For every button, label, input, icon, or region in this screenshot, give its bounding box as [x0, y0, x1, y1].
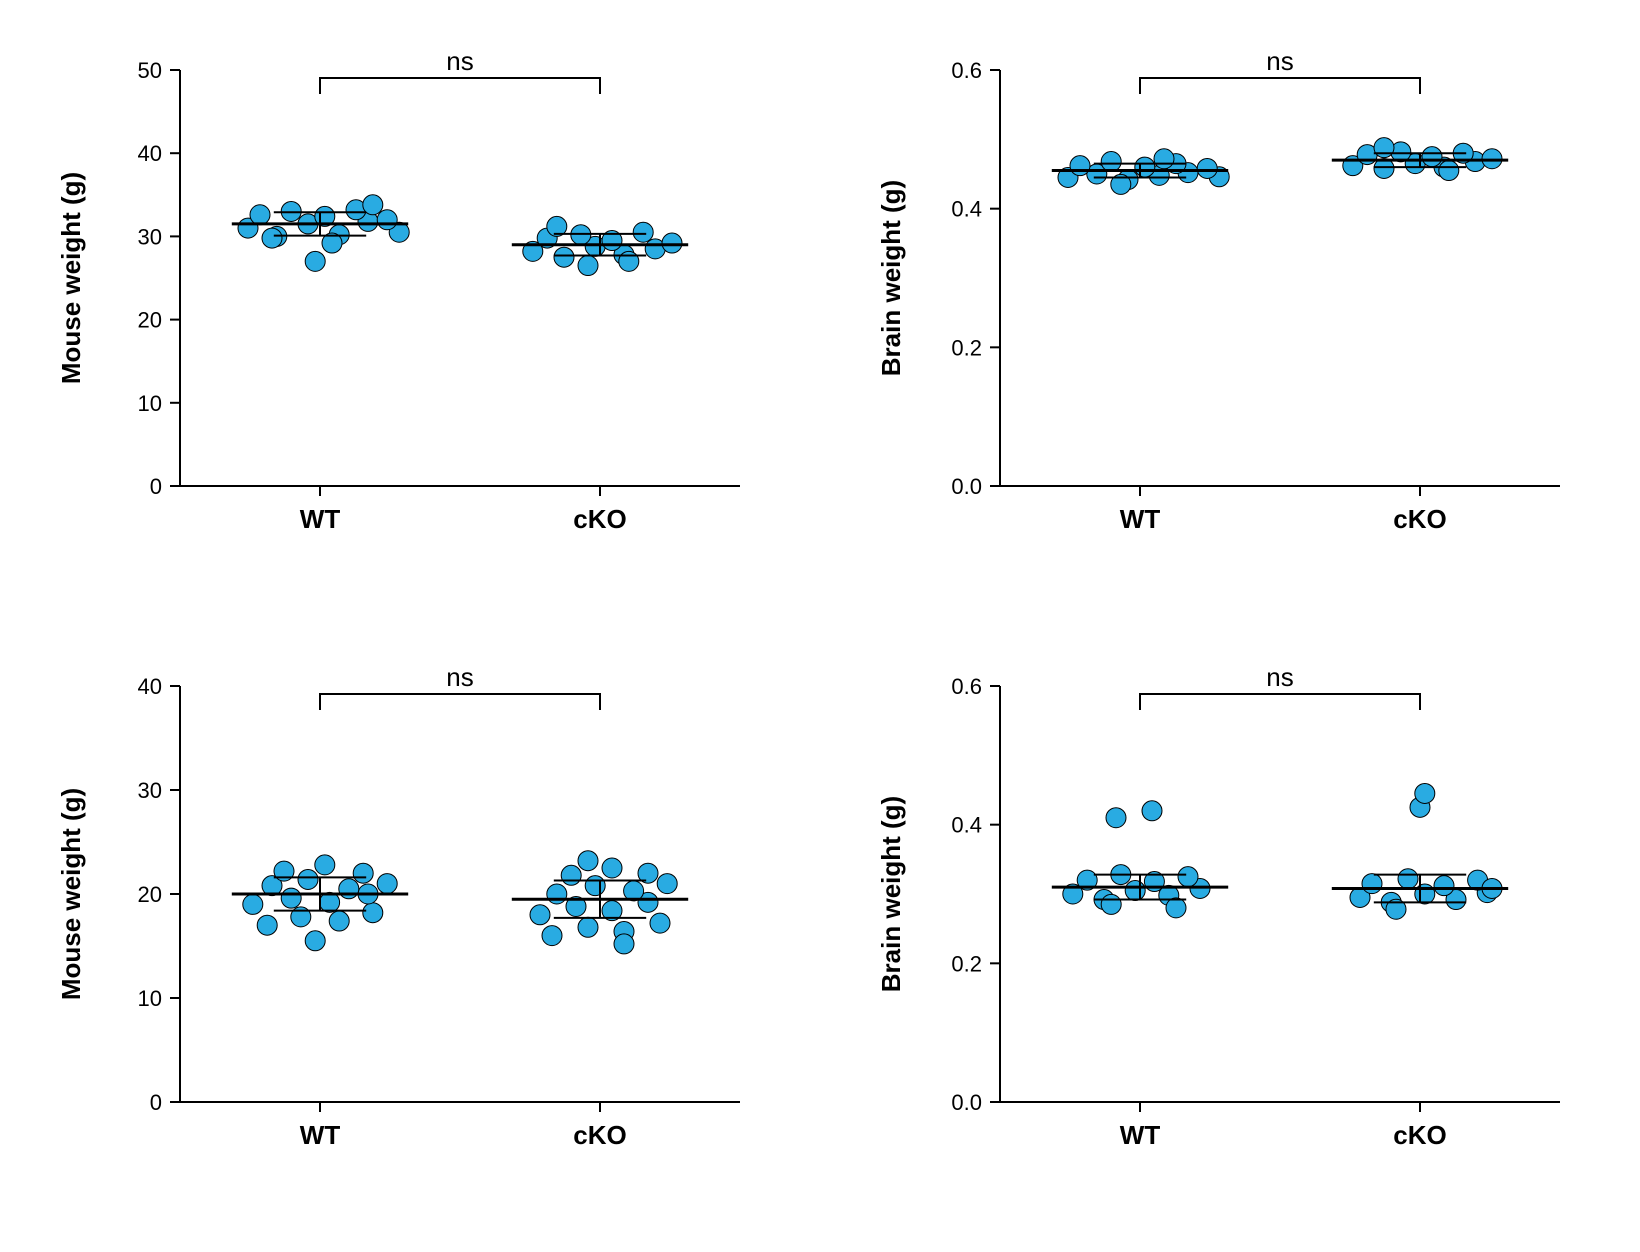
data-point — [1439, 161, 1459, 181]
data-point — [650, 913, 670, 933]
y-tick-label: 10 — [138, 391, 162, 416]
significance-bracket — [320, 78, 600, 94]
axes — [1000, 686, 1560, 1102]
data-point — [1362, 874, 1382, 894]
y-tick-label: 0 — [150, 1090, 162, 1115]
data-point — [1106, 808, 1126, 828]
data-point — [298, 869, 318, 889]
data-point — [257, 915, 277, 935]
data-point — [547, 884, 567, 904]
significance-label: ns — [1266, 46, 1293, 76]
y-tick-label: 0.0 — [951, 474, 982, 499]
y-tick-label: 10 — [138, 986, 162, 1011]
data-point — [363, 903, 383, 923]
significance-bracket — [320, 694, 600, 710]
y-tick-label: 40 — [138, 674, 162, 699]
y-tick-label: 0.4 — [951, 813, 982, 838]
data-point — [1070, 156, 1090, 176]
category-label: cKO — [573, 1120, 626, 1150]
figure-svg: 0 10 20 30 40 50 WT cKO Mouse weight (g) ns 0.0 0.2… — [0, 0, 1640, 1252]
category-label: WT — [300, 1120, 341, 1150]
y-tick-label: 30 — [138, 778, 162, 803]
category-label: WT — [300, 504, 341, 534]
category-label: WT — [1120, 1120, 1161, 1150]
data-point — [1197, 158, 1217, 178]
significance-bracket — [1140, 78, 1420, 94]
data-point — [662, 233, 682, 253]
data-point — [329, 911, 349, 931]
data-point — [585, 876, 605, 896]
panel-B: 0.0 0.2 0.4 0.6 WT cKO Brain weight (g) ns — [876, 46, 1560, 534]
data-point — [1415, 783, 1435, 803]
data-point — [1178, 867, 1198, 887]
data-point — [619, 251, 639, 271]
data-point — [561, 865, 581, 885]
figure-container: 0 10 20 30 40 50 WT cKO Mouse weight (g) ns 0.0 0.2… — [0, 0, 1640, 1252]
data-point — [1142, 801, 1162, 821]
axes — [1000, 70, 1560, 486]
y-tick-label: 0.6 — [951, 58, 982, 83]
y-tick-label: 0.0 — [951, 1090, 982, 1115]
y-tick-label: 0.2 — [951, 335, 982, 360]
panel-C: 0 10 20 30 40 WT cKO Mouse weight (g) ns — [56, 662, 740, 1150]
data-point — [1398, 869, 1418, 889]
data-point — [305, 931, 325, 951]
data-point — [1422, 147, 1442, 167]
category-label: cKO — [573, 504, 626, 534]
y-tick-label: 40 — [138, 141, 162, 166]
data-point — [377, 210, 397, 230]
data-point — [578, 851, 598, 871]
data-point — [657, 874, 677, 894]
data-point — [578, 256, 598, 276]
data-point — [1154, 149, 1174, 169]
significance-label: ns — [446, 662, 473, 692]
y-axis-label: Mouse weight (g) — [56, 172, 86, 384]
significance-label: ns — [446, 46, 473, 76]
panel-A: 0 10 20 30 40 50 WT cKO Mouse weight (g) ns — [56, 46, 740, 534]
category-label: cKO — [1393, 1120, 1446, 1150]
data-point — [1166, 898, 1186, 918]
data-point — [1101, 152, 1121, 172]
data-point — [554, 247, 574, 267]
y-tick-label: 20 — [138, 882, 162, 907]
data-point — [633, 222, 653, 242]
data-point — [315, 855, 335, 875]
y-tick-label: 0.2 — [951, 951, 982, 976]
data-point — [305, 251, 325, 271]
y-tick-label: 0.6 — [951, 674, 982, 699]
data-point — [353, 863, 373, 883]
data-point — [1434, 876, 1454, 896]
data-point — [250, 205, 270, 225]
data-point — [339, 879, 359, 899]
data-point — [243, 894, 263, 914]
data-point — [1125, 881, 1145, 901]
y-axis-label: Brain weight (g) — [876, 180, 906, 376]
category-label: cKO — [1393, 504, 1446, 534]
y-tick-label: 0 — [150, 474, 162, 499]
category-label: WT — [1120, 504, 1161, 534]
y-tick-label: 20 — [138, 308, 162, 333]
y-axis-label: Mouse weight (g) — [56, 788, 86, 1000]
data-point — [1101, 894, 1121, 914]
data-point — [262, 228, 282, 248]
y-tick-label: 50 — [138, 58, 162, 83]
significance-label: ns — [1266, 662, 1293, 692]
y-axis-label: Brain weight (g) — [876, 796, 906, 992]
panel-D: 0.0 0.2 0.4 0.6 WT cKO Brain weight (g) ns — [876, 662, 1560, 1150]
data-point — [1135, 157, 1155, 177]
data-point — [1374, 138, 1394, 158]
data-point — [530, 905, 550, 925]
y-tick-label: 30 — [138, 224, 162, 249]
data-point — [602, 858, 622, 878]
data-point — [377, 874, 397, 894]
axes — [180, 70, 740, 486]
data-point — [614, 934, 634, 954]
data-point — [578, 917, 598, 937]
y-tick-label: 0.4 — [951, 197, 982, 222]
data-point — [281, 888, 301, 908]
data-point — [542, 926, 562, 946]
significance-bracket — [1140, 694, 1420, 710]
